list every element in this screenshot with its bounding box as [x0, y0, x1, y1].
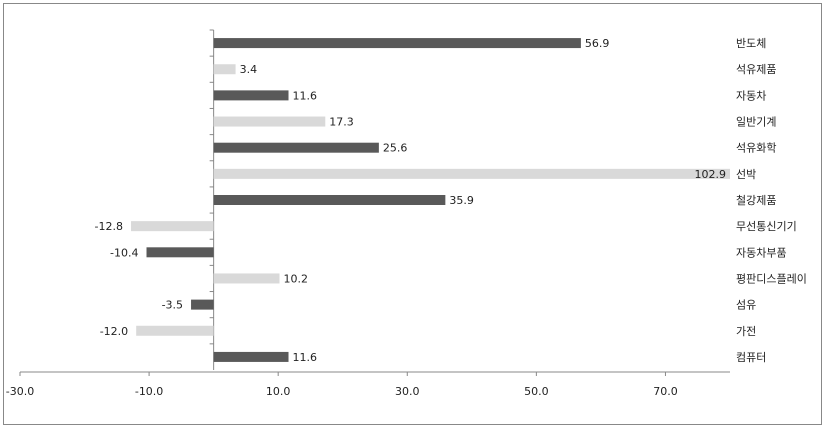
bar: [213, 195, 446, 205]
value-label: 56.9: [585, 37, 610, 50]
bar: [191, 299, 214, 310]
bars: [131, 38, 730, 362]
x-tick-label: 70.0: [653, 385, 678, 398]
value-label: 102.9: [695, 168, 727, 181]
bar: [213, 168, 730, 179]
value-label: 10.2: [283, 272, 308, 285]
category-label: 반도체: [736, 37, 766, 50]
category-label: 선박: [736, 168, 756, 181]
x-tick-label: -10.0: [135, 385, 163, 398]
category-label: 석유화학: [736, 142, 776, 155]
bar: [146, 247, 214, 258]
category-label: 일반기계: [736, 115, 776, 129]
value-label: -3.5: [162, 299, 183, 312]
bar: [213, 64, 236, 75]
value-label: 11.6: [293, 351, 318, 364]
value-label: 3.4: [240, 63, 258, 76]
bar: [213, 142, 379, 153]
category-label: 섬유: [736, 299, 756, 312]
bar: [213, 273, 280, 284]
bar: [213, 116, 326, 127]
x-tick-label: 10.0: [266, 385, 291, 398]
category-label: 자동차부품: [736, 246, 787, 259]
category-label: 컴퓨터: [736, 351, 766, 364]
category-label: 무선통신기기: [736, 220, 797, 233]
value-label: -12.8: [95, 220, 123, 233]
bar: [213, 351, 289, 362]
frame: [3, 3, 822, 425]
category-label: 철강제품: [736, 194, 776, 207]
bar: [136, 325, 214, 336]
bar: [131, 221, 214, 232]
value-label: 17.3: [329, 116, 354, 129]
value-label: 11.6: [293, 89, 318, 102]
category-label: 자동차: [736, 89, 766, 102]
category-label: 평판디스플레이: [736, 272, 807, 285]
value-label: 25.6: [383, 142, 408, 155]
value-label: -12.0: [100, 325, 128, 338]
category-label: 가전: [736, 325, 756, 338]
bar: [213, 38, 581, 49]
bar: [213, 90, 289, 101]
x-tick-label: 50.0: [524, 385, 549, 398]
x-tick-label: 30.0: [395, 385, 420, 398]
x-tick-label: -30.0: [6, 385, 34, 398]
category-label: 석유제품: [736, 63, 776, 76]
value-label: 35.9: [449, 194, 474, 207]
value-label: -10.4: [110, 246, 138, 259]
